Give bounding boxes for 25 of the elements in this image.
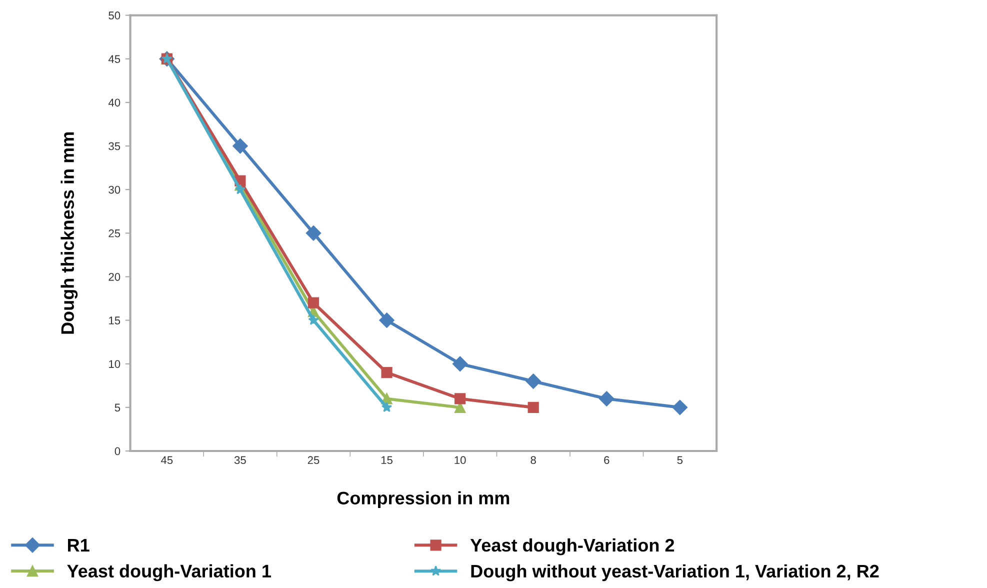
legend-label: R1: [68, 539, 90, 552]
y-tick-label: 10: [109, 360, 120, 368]
legend-label: Yeast dough-Variation 1: [67, 564, 271, 582]
y-tick-label: 5: [114, 404, 120, 412]
x-tick-label: 8: [530, 456, 536, 464]
x-tick-label: 6: [604, 456, 610, 464]
x-tick-label: 25: [308, 456, 320, 464]
y-axis-title: Dough thickness in mm: [60, 132, 78, 334]
y-tick-label: 40: [108, 98, 120, 107]
y-tick-label: 0: [114, 447, 120, 456]
y-tick-label: 45: [108, 55, 120, 63]
x-tick-label: 5: [677, 456, 683, 464]
legend-label: Yeast dough-Variation 2: [470, 538, 674, 556]
x-tick-label: 45: [161, 456, 173, 464]
x-tick-label: 15: [381, 456, 392, 464]
x-tick-label: 10: [454, 456, 466, 464]
y-tick-label: 50: [108, 12, 120, 20]
y-tick-label: 15: [109, 316, 120, 324]
y-tick-label: 20: [108, 272, 120, 281]
legend-label: Dough without yeast-Variation 1, Variation 2, R2: [471, 564, 879, 582]
y-tick-label: 35: [108, 142, 120, 150]
y-tick-label: 25: [108, 229, 120, 238]
x-axis-title: Compression in mm: [337, 491, 510, 508]
y-tick-label: 30: [108, 186, 120, 194]
x-tick-label: 35: [234, 456, 246, 464]
